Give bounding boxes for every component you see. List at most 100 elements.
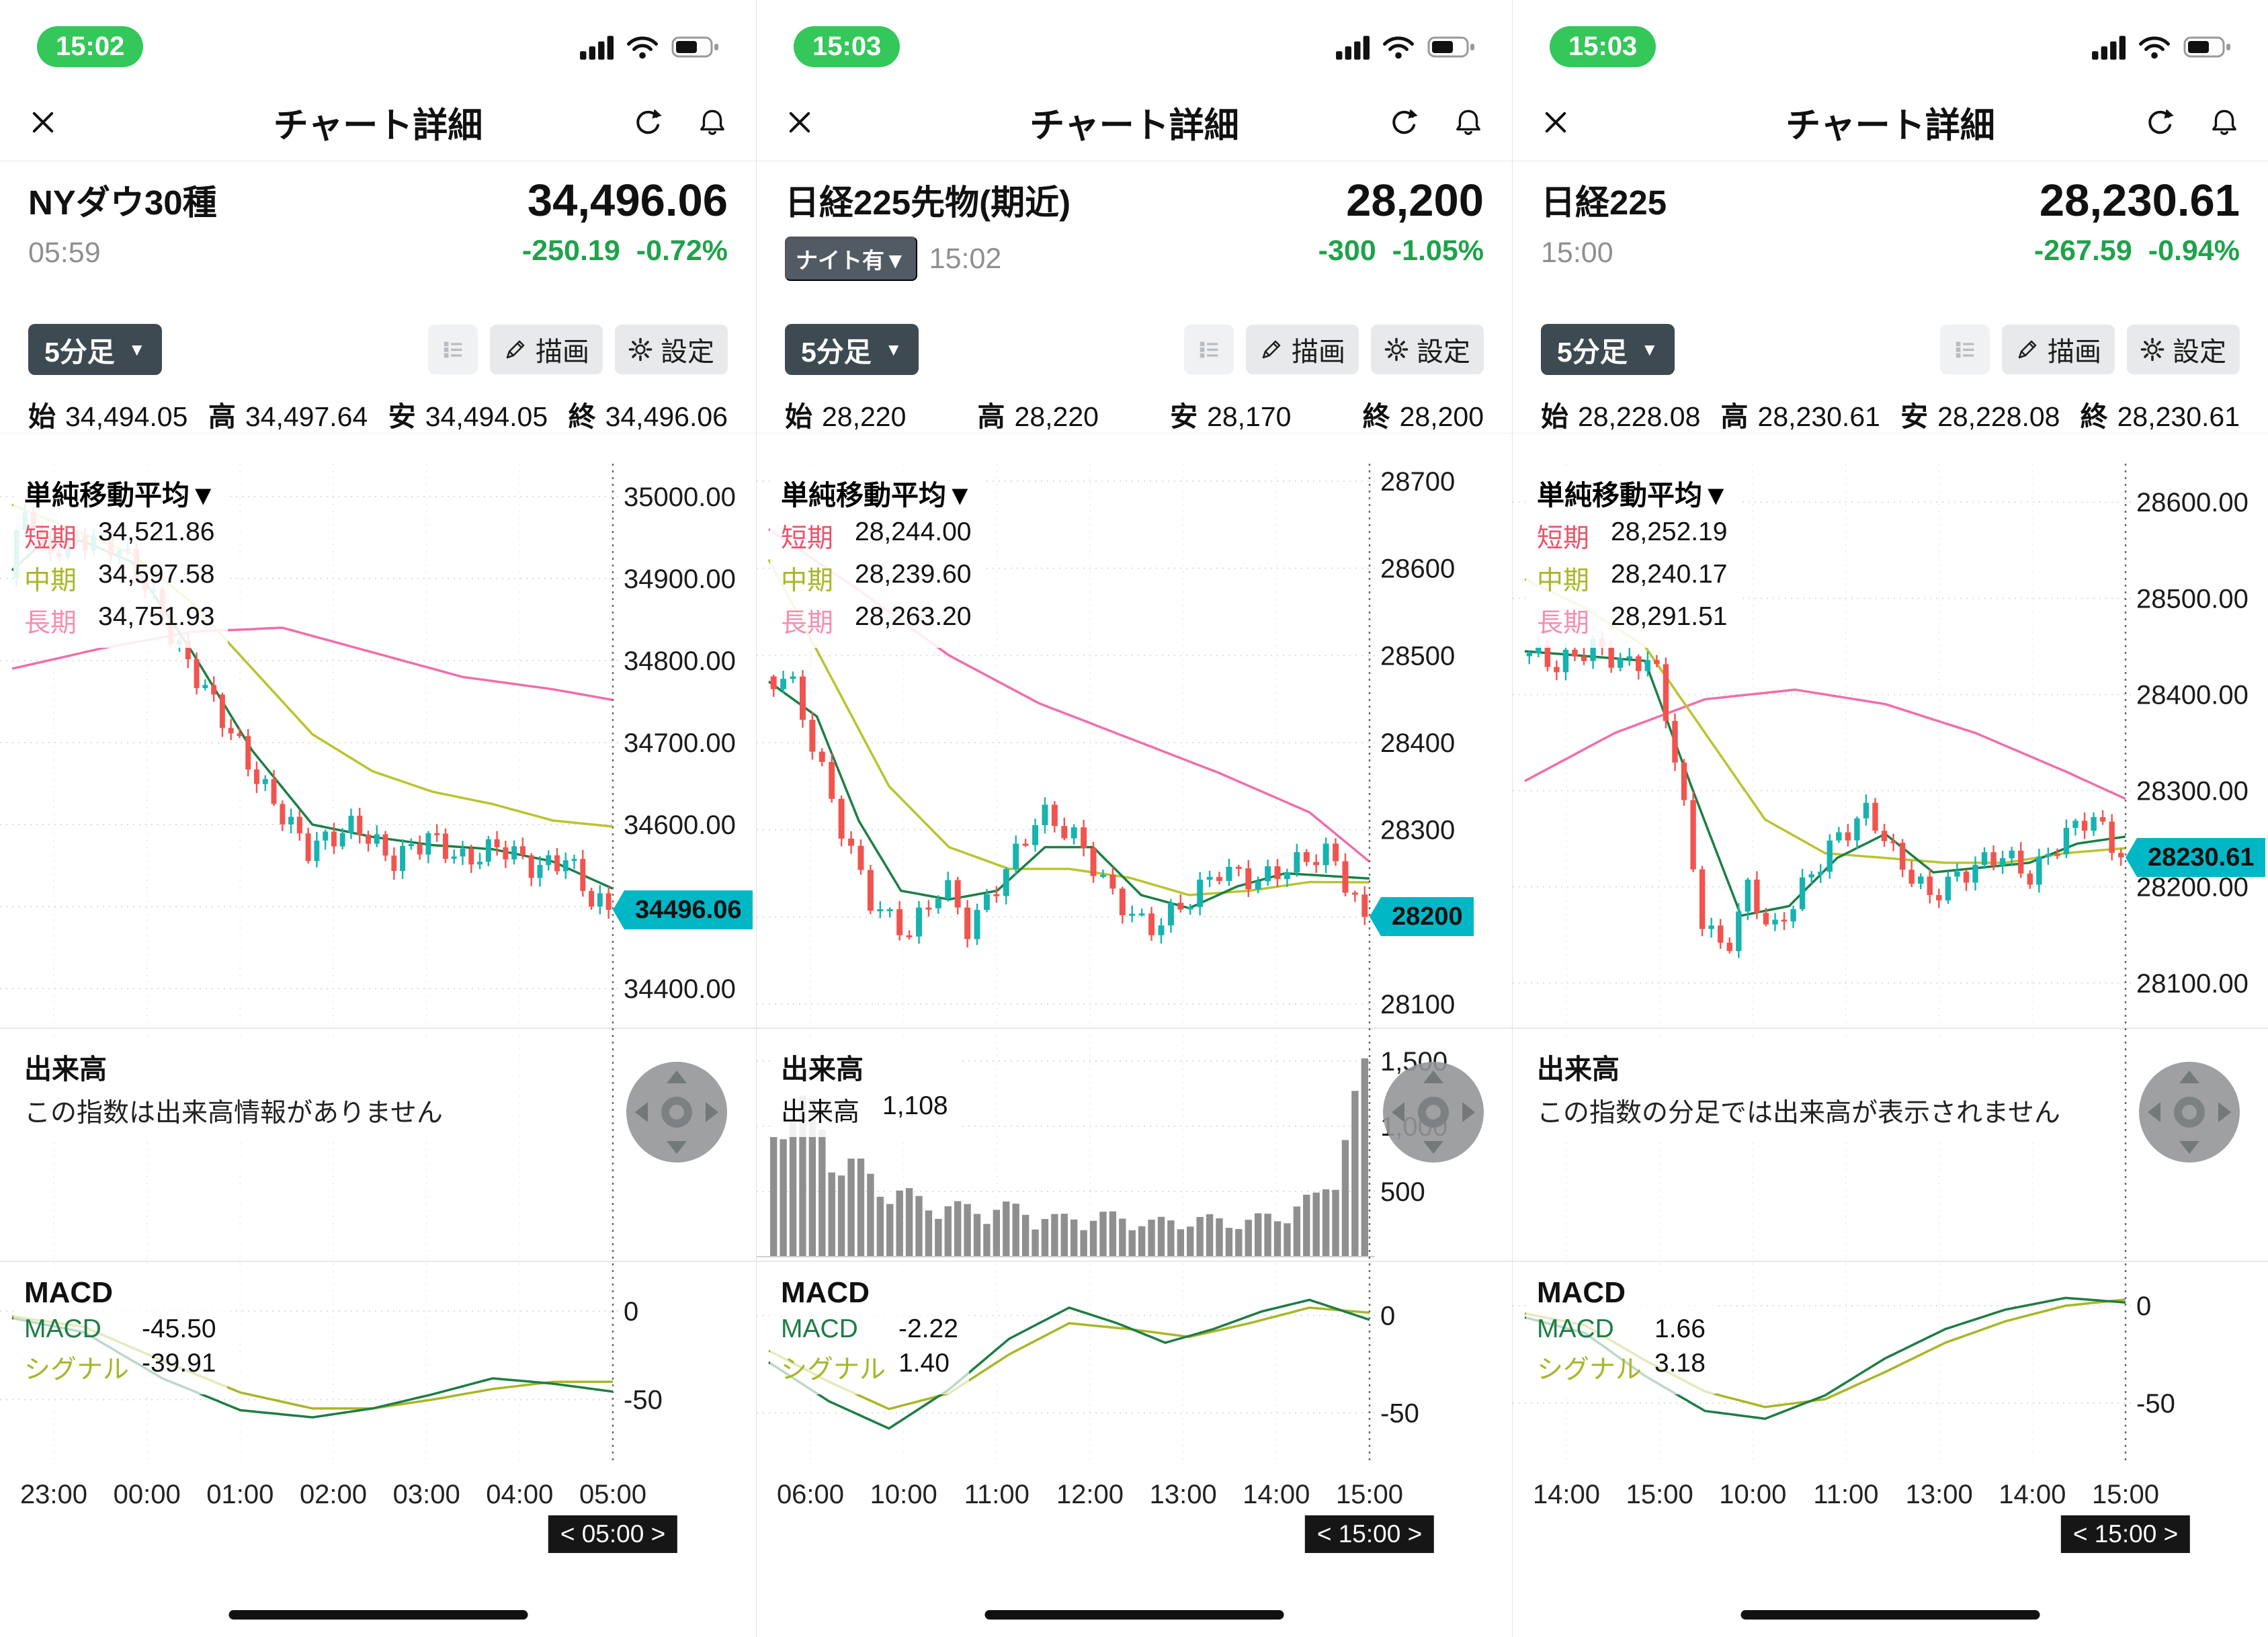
chart-canvas[interactable]: 14:00 15:00 10:00 11:00 13:00 14:00 15:00 28600… bbox=[1513, 433, 2268, 1559]
status-time-pill[interactable]: 15:02 bbox=[37, 26, 144, 67]
draw-label: 描画 bbox=[536, 337, 589, 367]
refresh-button[interactable] bbox=[2144, 106, 2177, 138]
dpad-center[interactable] bbox=[2174, 1097, 2205, 1128]
low-label: 安 bbox=[1170, 401, 1198, 432]
svg-text:13:00: 13:00 bbox=[1906, 1480, 1973, 1509]
svg-text:01:00: 01:00 bbox=[206, 1480, 274, 1509]
sma-long-row: 長期 28,291.51 bbox=[1537, 602, 1728, 638]
svg-text:-50: -50 bbox=[1380, 1399, 1419, 1429]
timeframe-label: 5分足 bbox=[1557, 337, 1628, 368]
battery-icon bbox=[1427, 36, 1474, 57]
volume-title: 出来高 bbox=[1537, 1054, 1620, 1085]
notifications-button[interactable] bbox=[1453, 107, 1484, 138]
dpad-center[interactable] bbox=[1418, 1097, 1449, 1128]
price-tag-notch bbox=[613, 890, 624, 929]
sma-long-row: 長期 34,751.93 bbox=[24, 602, 215, 638]
wifi-icon bbox=[1383, 36, 1414, 58]
dpad-right-arrow[interactable] bbox=[2218, 1102, 2231, 1122]
indicator-list-button[interactable] bbox=[428, 325, 478, 374]
close-button[interactable] bbox=[28, 108, 58, 137]
current-price-tag: 34496.06 bbox=[613, 890, 753, 929]
dpad-left-arrow[interactable] bbox=[635, 1102, 648, 1122]
dpad-right-arrow[interactable] bbox=[706, 1102, 718, 1122]
change-percent: -0.72% bbox=[636, 235, 728, 267]
svg-text:28400: 28400 bbox=[1380, 728, 1455, 758]
sma-short-row: 短期 28,252.19 bbox=[1537, 517, 1728, 553]
status-time-pill[interactable]: 15:03 bbox=[1550, 26, 1656, 67]
sma-legend-title[interactable]: 単純移動平均▼ bbox=[781, 472, 974, 513]
svg-text:28500.00: 28500.00 bbox=[2136, 584, 2249, 614]
refresh-button[interactable] bbox=[1388, 106, 1421, 138]
home-indicator[interactable] bbox=[228, 1610, 528, 1620]
dpad-up-arrow[interactable] bbox=[1423, 1071, 1443, 1083]
volume-title: 出来高 bbox=[781, 1054, 864, 1085]
page-title: チャート詳細 bbox=[1030, 106, 1239, 146]
dpad-left-arrow[interactable] bbox=[1392, 1102, 1404, 1122]
open-value: 28,220 bbox=[822, 401, 907, 432]
sma-legend: 単純移動平均▼ 短期 34,521.86 中期 34,597.58 長期 34,751… bbox=[13, 466, 228, 648]
draw-button[interactable]: 描画 bbox=[2002, 325, 2115, 374]
sma-mid-row: 中期 34,597.58 bbox=[24, 560, 215, 595]
home-indicator[interactable] bbox=[1740, 1610, 2040, 1620]
timeframe-dropdown[interactable]: 5分足 ▼ bbox=[785, 324, 919, 375]
sma-legend-title[interactable]: 単純移動平均▼ bbox=[1537, 472, 1730, 513]
low-value: 28,228.08 bbox=[1937, 401, 2060, 432]
timeframe-dropdown[interactable]: 5分足 ▼ bbox=[28, 324, 162, 375]
status-time-pill[interactable]: 15:03 bbox=[794, 26, 900, 67]
dpad-left-arrow[interactable] bbox=[2148, 1102, 2160, 1122]
status-icons bbox=[1335, 34, 1477, 60]
close-button[interactable] bbox=[785, 108, 814, 137]
refresh-button[interactable] bbox=[632, 106, 665, 138]
draw-button[interactable]: 描画 bbox=[490, 325, 603, 374]
home-indicator[interactable] bbox=[984, 1610, 1284, 1620]
draw-button[interactable]: 描画 bbox=[1246, 325, 1359, 374]
settings-button[interactable]: 設定 bbox=[1371, 325, 1484, 374]
svg-text:15:00: 15:00 bbox=[1626, 1480, 1693, 1509]
volume-legend: 出来高 この指数の分足では出来高が表示されません bbox=[1526, 1040, 2071, 1138]
sma-mid-row: 中期 28,239.60 bbox=[781, 560, 972, 595]
low-label: 安 bbox=[1900, 401, 1929, 432]
cellular-signal-icon bbox=[2092, 35, 2126, 60]
chart-area: 06:00 10:00 11:00 12:00 13:00 14:00 15:00 28700… bbox=[757, 433, 1512, 1559]
draw-label: 描画 bbox=[2048, 337, 2101, 367]
timeframe-label: 5分足 bbox=[44, 337, 115, 368]
chevron-down-icon: ▼ bbox=[1640, 339, 1658, 360]
dpad-up-arrow[interactable] bbox=[2179, 1071, 2199, 1083]
svg-text:28200.00: 28200.00 bbox=[2136, 873, 2249, 903]
night-session-badge[interactable]: ナイト有▼ bbox=[785, 237, 917, 281]
price-tag-notch bbox=[2126, 837, 2137, 877]
chart-dpad-control[interactable] bbox=[626, 1062, 727, 1163]
macd-signal-row: シグナル 1.40 bbox=[781, 1349, 950, 1384]
notifications-button[interactable] bbox=[697, 107, 728, 138]
chart-dpad-control[interactable] bbox=[2139, 1062, 2240, 1163]
price-tag-value: 28230.61 bbox=[2137, 837, 2265, 877]
settings-button[interactable]: 設定 bbox=[615, 325, 728, 374]
current-price-tag: 28230.61 bbox=[2126, 837, 2265, 877]
notifications-button[interactable] bbox=[2209, 107, 2240, 138]
close-button[interactable] bbox=[1541, 108, 1570, 137]
close-label: 終 bbox=[1362, 401, 1390, 432]
chart-dpad-control[interactable] bbox=[1383, 1062, 1484, 1163]
volume-title: 出来高 bbox=[24, 1054, 107, 1085]
timeframe-dropdown[interactable]: 5分足 ▼ bbox=[1541, 324, 1675, 375]
last-price: 34,496.06 bbox=[527, 175, 728, 226]
current-price-tag: 28200 bbox=[1370, 897, 1474, 937]
dpad-up-arrow[interactable] bbox=[667, 1071, 687, 1083]
chart-area: 14:00 15:00 10:00 11:00 13:00 14:00 15:00 28600… bbox=[1513, 433, 2268, 1559]
change-percent: -1.05% bbox=[1392, 235, 1484, 267]
indicator-list-button[interactable] bbox=[1184, 325, 1234, 374]
dpad-down-arrow[interactable] bbox=[1423, 1141, 1443, 1154]
dpad-center[interactable] bbox=[661, 1097, 692, 1128]
svg-text:14:00: 14:00 bbox=[1533, 1480, 1600, 1509]
dpad-right-arrow[interactable] bbox=[1462, 1102, 1475, 1122]
indicator-list-button[interactable] bbox=[1940, 325, 1990, 374]
chart-toolbar: 5分足 ▼ 描画 bbox=[0, 316, 756, 383]
phone-screen: 15:03 bbox=[1512, 0, 2268, 1637]
settings-button[interactable]: 設定 bbox=[2127, 325, 2240, 374]
refresh-icon bbox=[1392, 109, 1418, 134]
dpad-down-arrow[interactable] bbox=[2179, 1141, 2199, 1154]
sma-legend-title[interactable]: 単純移動平均▼ bbox=[24, 472, 217, 513]
high-label: 高 bbox=[208, 401, 236, 432]
timeframe-label: 5分足 bbox=[801, 337, 872, 368]
dpad-down-arrow[interactable] bbox=[667, 1141, 687, 1154]
